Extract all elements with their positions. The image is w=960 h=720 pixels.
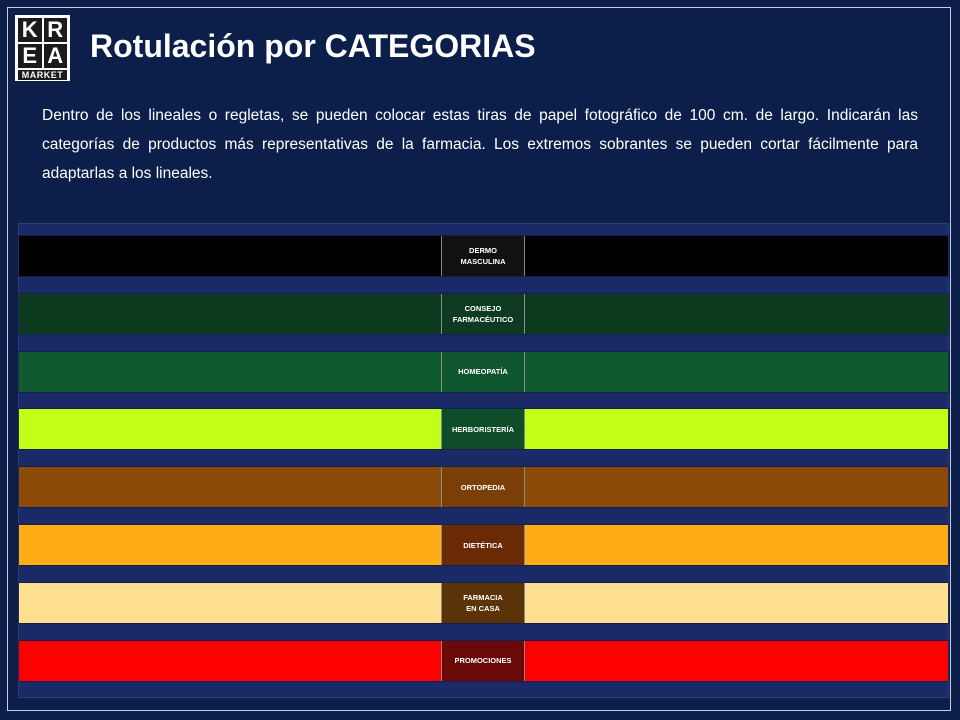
category-strips-panel: DERMO MASCULINA CONSEJO FARMACÉUTICO HOMEO… [18, 223, 949, 698]
logo-letter: E [18, 44, 42, 68]
category-strip-label: HERBORISTERÍA [441, 409, 525, 450]
category-strip: HERBORISTERÍA [19, 409, 948, 450]
category-strip-label: PROMOCIONES [441, 640, 525, 681]
intro-paragraph: Dentro de los lineales o regletas, se pu… [42, 107, 918, 182]
slide-frame [7, 7, 951, 711]
category-strip: PROMOCIONES [19, 640, 948, 681]
category-strip-label: DERMO MASCULINA [441, 236, 525, 276]
krea-market-logo: K R E A MARKET [15, 15, 70, 81]
category-strip-label: DIETÉTICA [441, 525, 525, 565]
logo-letter: K [18, 18, 42, 42]
category-strip: ORTOPEDIA [19, 467, 948, 508]
logo-word: MARKET [18, 70, 67, 80]
category-strip-label: CONSEJO FARMACÉUTICO [441, 293, 525, 334]
category-strip: DERMO MASCULINA [19, 236, 948, 276]
category-strip: CONSEJO FARMACÉUTICO [19, 293, 948, 334]
category-strip-label: ORTOPEDIA [441, 467, 525, 508]
category-strip-label: FARMACIA EN CASA [441, 582, 525, 623]
logo-letter: R [43, 18, 67, 42]
category-strip-label: HOMEOPATÍA [441, 351, 525, 392]
category-strip: DIETÉTICA [19, 525, 948, 565]
logo-letter: A [43, 44, 67, 68]
category-strip: FARMACIA EN CASA [19, 582, 948, 623]
page-title: Rotulación por CATEGORIAS [90, 28, 536, 64]
category-strip: HOMEOPATÍA [19, 351, 948, 392]
